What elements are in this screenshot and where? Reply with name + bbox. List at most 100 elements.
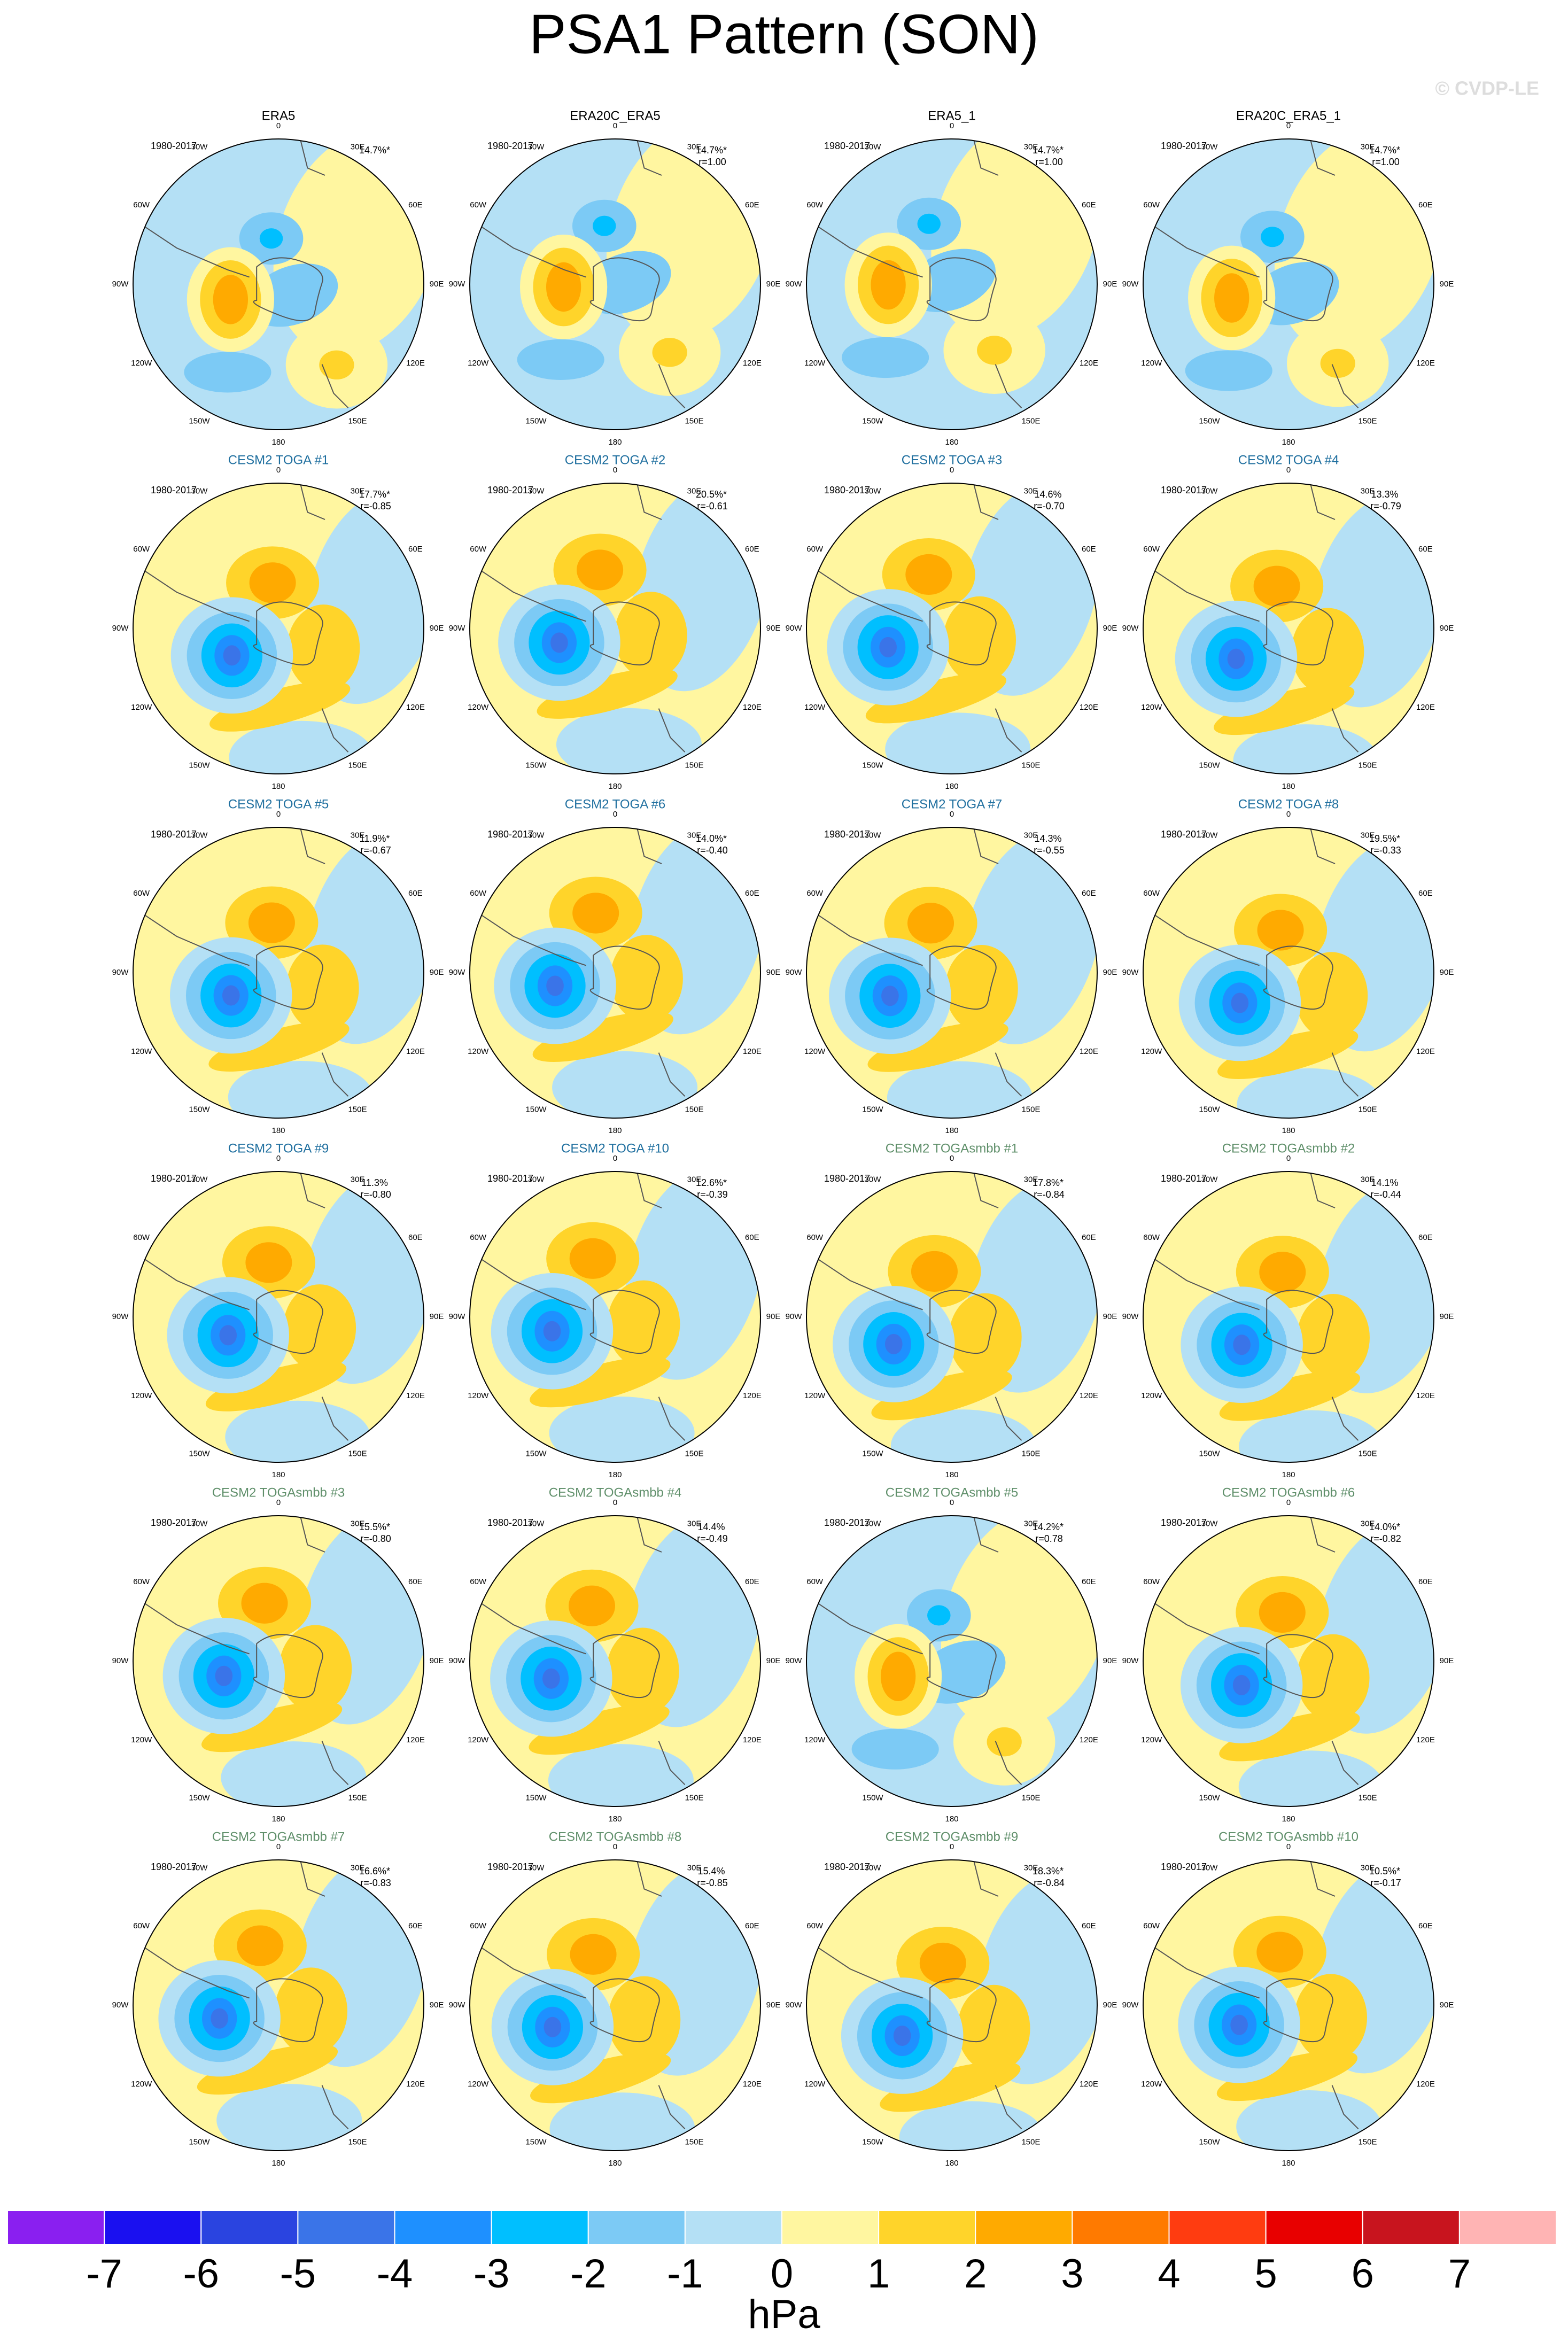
- contour-fill: [546, 975, 564, 996]
- coastline: [973, 139, 999, 176]
- map-panel: CESM2 TOGAsmbb #3 1980-2017 15.5%*r=-0.80 0…: [112, 1485, 444, 1824]
- coastline: [470, 1595, 586, 1655]
- colorbar-tick-label: 3: [1061, 2251, 1083, 2297]
- lon-label: 120E: [1080, 1391, 1098, 1400]
- colorbar-box: [975, 2210, 1073, 2245]
- contour-fill: [225, 1400, 371, 1462]
- coastline: [926, 1978, 997, 2042]
- coastline: [299, 483, 325, 520]
- lon-label: 180: [945, 782, 958, 791]
- contour-fill: [221, 1741, 367, 1806]
- panel-period: 1980-2017: [824, 1862, 870, 1872]
- panel-title: ERA5_1: [928, 108, 975, 123]
- colorbar-box: [1168, 2210, 1267, 2245]
- colorbar-box: [491, 2210, 589, 2245]
- map-field: [1143, 483, 1434, 774]
- panel-period: 1980-2017: [487, 1862, 533, 1872]
- lon-label: 90W: [1122, 624, 1139, 633]
- coastline: [1331, 364, 1359, 408]
- lon-label: 180: [608, 1814, 622, 1824]
- contour-fill: [249, 562, 296, 603]
- panel-period: 1980-2017: [824, 1517, 870, 1528]
- lon-label: 120E: [743, 1391, 762, 1400]
- panel-pct: 15.5%*: [359, 1522, 390, 1532]
- lon-label: 30E: [1024, 831, 1038, 840]
- colorbar-box: [297, 2210, 395, 2245]
- contour-fill: [1237, 1068, 1383, 1118]
- lon-label: 120W: [804, 1391, 826, 1400]
- coastline: [806, 1939, 923, 1999]
- contour-fill: [577, 549, 624, 591]
- panel-r: r=-0.82: [1370, 1533, 1401, 1544]
- map-panel: CESM2 TOGAsmbb #2 1980-2017 14.1%r=-0.44 0 3…: [1122, 1141, 1454, 1479]
- contour-fill: [219, 1325, 237, 1346]
- lon-label: 150W: [1199, 1449, 1220, 1458]
- contour-fill: [987, 1727, 1022, 1757]
- lon-label: 90E: [430, 280, 444, 289]
- coastline: [253, 1978, 323, 2042]
- coastline: [1263, 257, 1333, 321]
- lon-label: 30E: [687, 487, 702, 496]
- lon-label: 120E: [1416, 703, 1435, 712]
- lon-label: 90W: [449, 1656, 466, 1665]
- panel-period: 1980-2017: [487, 141, 533, 151]
- contour-fill: [549, 1397, 695, 1462]
- lon-label: 30W: [191, 831, 208, 840]
- map-panel: CESM2 TOGAsmbb #1 1980-2017 17.8%*r=-0.84 0…: [786, 1141, 1117, 1479]
- panel-period: 1980-2017: [1161, 1862, 1207, 1872]
- coastline: [806, 1595, 923, 1655]
- map-border: [469, 483, 761, 774]
- coastline: [658, 708, 686, 753]
- contour-fill: [517, 339, 604, 381]
- colorbar-tick-label: 1: [867, 2251, 890, 2297]
- lon-label: 90E: [766, 1312, 781, 1321]
- panel-r: r=-0.61: [697, 501, 728, 511]
- lon-label: 150E: [1021, 2137, 1040, 2146]
- contour-fill: [245, 1242, 292, 1283]
- lon-label: 90E: [766, 968, 781, 977]
- lon-label: 180: [271, 438, 285, 447]
- lon-label: 0: [950, 1842, 954, 1851]
- contour-fill: [1233, 1335, 1251, 1355]
- coastline: [321, 1741, 349, 1785]
- panel-r: r=-0.80: [360, 1533, 391, 1544]
- lon-label: 120E: [406, 1735, 425, 1744]
- lon-label: 150E: [348, 1793, 367, 1802]
- coastline: [926, 257, 997, 321]
- panel-period: 1980-2017: [1161, 485, 1207, 495]
- map-panel: CESM2 TOGA #8 1980-2017 19.5%*r=-0.33 0 30E 6…: [1122, 797, 1454, 1135]
- contour-fill: [529, 1704, 670, 1755]
- lon-label: 150E: [1021, 1449, 1040, 1458]
- contour-fill: [1297, 1634, 1370, 1721]
- panel-r: r=1.00: [1035, 157, 1063, 167]
- coastline: [1309, 1172, 1336, 1208]
- lon-label: 60W: [806, 545, 824, 554]
- coastline: [589, 601, 660, 666]
- colorbar-box: [200, 2210, 299, 2245]
- lon-label: 30E: [1024, 1175, 1038, 1184]
- coastline: [1331, 1741, 1359, 1785]
- map-field: [470, 827, 760, 1118]
- map-field: [806, 827, 1097, 1118]
- contour-fill: [1294, 1974, 1368, 2061]
- lon-label: 150W: [525, 416, 547, 425]
- lon-label: 60E: [1418, 1577, 1433, 1586]
- coastline: [1331, 2085, 1359, 2129]
- panel-r: r=-0.83: [360, 1878, 391, 1888]
- lon-label: 180: [271, 1470, 285, 1479]
- panel-period: 1980-2017: [487, 1517, 533, 1528]
- lon-label: 0: [613, 466, 617, 475]
- lon-label: 0: [1286, 1154, 1291, 1163]
- lon-label: 90W: [1122, 968, 1139, 977]
- map-panel: CESM2 TOGAsmbb #10 1980-2017 10.5%* r=-0.17…: [1122, 1829, 1454, 2168]
- map-border: [133, 827, 424, 1119]
- lon-label: 90W: [786, 1312, 803, 1321]
- lon-label: 0: [1286, 1842, 1291, 1851]
- lon-label: 60W: [470, 1921, 487, 1930]
- contour-fill: [549, 2092, 695, 2151]
- lon-label: 90W: [449, 280, 466, 289]
- lon-label: 120W: [468, 359, 489, 368]
- lon-label: 180: [945, 1470, 958, 1479]
- coastline: [253, 945, 323, 1010]
- lon-label: 120E: [743, 359, 762, 368]
